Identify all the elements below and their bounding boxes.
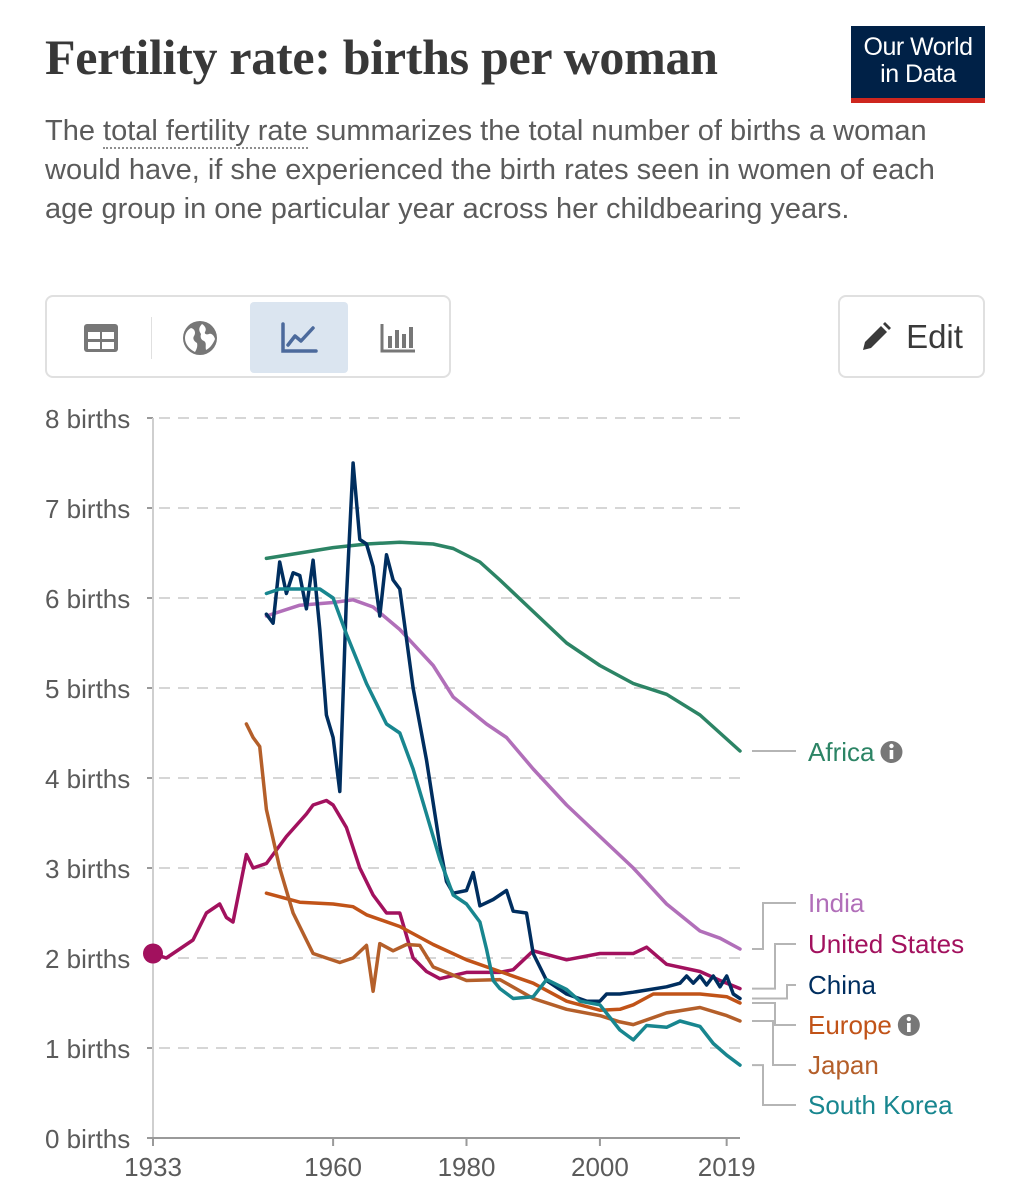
- x-tick-label: 1960: [304, 1152, 362, 1182]
- y-tick-label: 7 births: [45, 494, 130, 524]
- legend-label-united-states: United States: [808, 929, 964, 959]
- series-line-europe: [264, 891, 742, 1012]
- tab-bar-chart[interactable]: [349, 302, 447, 373]
- line-chart-icon: [281, 321, 318, 353]
- table-icon: [84, 323, 118, 352]
- subtitle-text-after: summarizes the total number of births a …: [45, 115, 935, 225]
- tab-table[interactable]: [52, 302, 150, 373]
- x-tick-label: 1933: [124, 1152, 182, 1182]
- legend-label-japan: Japan: [808, 1050, 879, 1080]
- series-line-united-states: [151, 798, 742, 991]
- legend-label-china: China: [808, 970, 876, 1000]
- y-tick-label: 5 births: [45, 674, 130, 704]
- fertility-line-chart: 0 births 1 births 2 births 3 births 4 births…: [45, 404, 964, 1182]
- tab-map[interactable]: [151, 302, 249, 373]
- y-tick-label: 0 births: [45, 1124, 130, 1154]
- y-tick-label: 8 births: [45, 404, 130, 434]
- legend-label-india: India: [808, 888, 865, 918]
- bar-chart-icon: [380, 323, 415, 352]
- series-line-india: [264, 598, 742, 951]
- legend-label-africa: Africa: [808, 737, 875, 767]
- y-tick-label: 1 births: [45, 1034, 130, 1064]
- info-icon-dot: [906, 1016, 912, 1022]
- series-line-china: [264, 461, 742, 1003]
- our-world-in-data-logo[interactable]: Our World in Data: [851, 26, 985, 103]
- chart-view-tabs: [45, 295, 451, 378]
- legend-connector-india: [752, 902, 796, 950]
- legend-label-europe: Europe: [808, 1010, 892, 1040]
- edit-button[interactable]: Edit: [838, 295, 985, 378]
- tab-line-chart[interactable]: [250, 302, 348, 373]
- total-fertility-rate-link[interactable]: total fertility rate: [103, 115, 308, 149]
- globe-icon: [183, 320, 217, 355]
- page-title: Fertility rate: births per woman: [45, 29, 718, 85]
- x-tick-label: 2000: [571, 1152, 629, 1182]
- series-line-south-korea: [264, 587, 742, 1067]
- info-icon-stem: [889, 750, 894, 759]
- logo-line-2: in Data: [880, 60, 956, 88]
- legend-connector-south-korea: [752, 1064, 796, 1106]
- series-line-japan: [244, 722, 742, 1027]
- info-icon-dot: [889, 743, 894, 749]
- legend-connector-china: [752, 984, 796, 1000]
- x-tick-label: 1980: [438, 1152, 496, 1182]
- logo-line-1: Our World: [863, 33, 973, 61]
- info-icon-stem: [907, 1023, 911, 1032]
- chart-subtitle: The total fertility rate summarizes the …: [45, 112, 965, 229]
- y-tick-label: 6 births: [45, 584, 130, 614]
- legend-label-south-korea: South Korea: [808, 1090, 953, 1120]
- series-start-dot: [143, 943, 163, 964]
- legend-connector-europe: [752, 1002, 796, 1026]
- x-tick-label: 2019: [698, 1152, 756, 1182]
- series-line-africa: [264, 540, 742, 753]
- pencil-icon: [863, 321, 892, 350]
- y-tick-label: 3 births: [45, 854, 130, 884]
- edit-button-label: Edit: [906, 317, 963, 355]
- y-tick-label: 2 births: [45, 944, 130, 974]
- tab-divider: [151, 317, 152, 359]
- subtitle-text-before: The: [45, 115, 104, 147]
- legend-connector-japan: [752, 1020, 796, 1066]
- y-tick-label: 4 births: [45, 764, 130, 794]
- legend-connector-united-states: [752, 943, 796, 990]
